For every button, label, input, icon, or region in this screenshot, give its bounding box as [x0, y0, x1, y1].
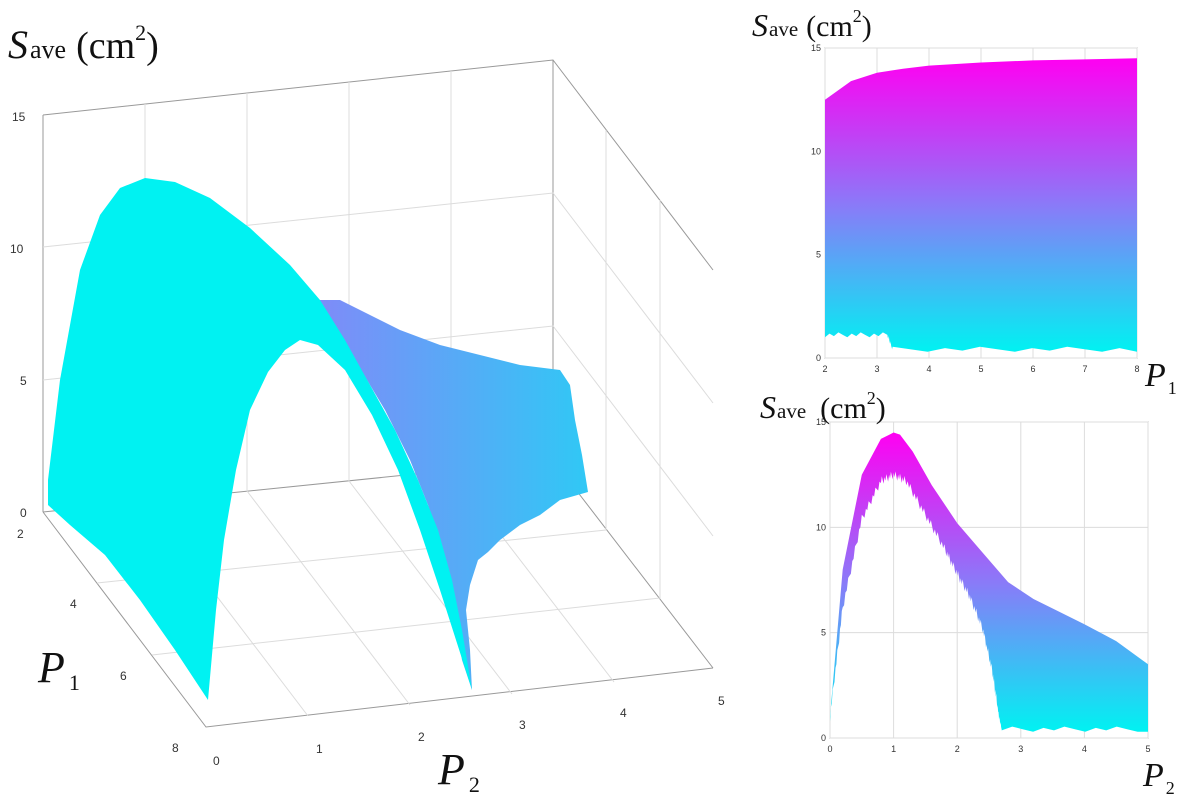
- x-tick: 4: [70, 597, 77, 611]
- x-tick: 3: [874, 364, 879, 374]
- y-tick: 0: [821, 733, 826, 743]
- x-tick: 2: [955, 744, 960, 754]
- z-axis-ticks: 15 10 5 0: [10, 110, 27, 520]
- z-tick: 5: [20, 374, 27, 388]
- surface-tail: [318, 300, 588, 690]
- y-tick: 0: [816, 353, 821, 363]
- surface-arch: [48, 178, 472, 700]
- surface-3d-panel: 15 10 5 0 2 4 6 8 0 1 2 3 4 5 Save (cm2) …: [8, 20, 725, 797]
- z-tick: 0: [20, 506, 27, 520]
- side-p1-y-axis-label: Save (cm2): [752, 6, 872, 43]
- side-p2-y-axis-label: Save (cm2): [760, 388, 886, 425]
- area-band: [830, 432, 1148, 732]
- x-tick: 6: [120, 669, 127, 683]
- y-tick: 15: [816, 417, 826, 427]
- y-axis-ticks: 0 5 10 15: [816, 417, 826, 743]
- surface-z-axis-label: Save (cm2): [8, 20, 159, 67]
- y-axis-ticks: 0 1 2 3 4 5: [213, 694, 725, 768]
- x-tick: 7: [1082, 364, 1087, 374]
- x-tick: 6: [1030, 364, 1035, 374]
- y-tick: 15: [811, 43, 821, 53]
- x-tick: 1: [891, 744, 896, 754]
- y-tick: 1: [316, 742, 323, 756]
- x-tick: 5: [978, 364, 983, 374]
- y-tick: 5: [821, 628, 826, 638]
- z-tick: 15: [12, 110, 26, 124]
- x-axis-ticks: 0 1 2 3 4 5: [827, 744, 1150, 754]
- y-tick: 5: [718, 694, 725, 708]
- x-tick: 0: [827, 744, 832, 754]
- x-axis-ticks: 2 4 6 8: [17, 527, 179, 755]
- y-tick: 0: [213, 754, 220, 768]
- y-tick: 10: [816, 522, 826, 532]
- x-tick: 8: [172, 741, 179, 755]
- plot-grid: [829, 421, 1149, 739]
- y-axis-ticks: 0 5 10 15: [811, 43, 821, 363]
- y-tick: 4: [620, 706, 627, 720]
- y-tick: 10: [811, 146, 821, 156]
- y-tick: 2: [418, 730, 425, 744]
- x-tick: 8: [1134, 364, 1139, 374]
- x-tick: 3: [1018, 744, 1023, 754]
- x-tick: 5: [1145, 744, 1150, 754]
- y-tick: 5: [816, 250, 821, 260]
- area-band: [825, 58, 1137, 352]
- x-tick: 4: [926, 364, 931, 374]
- surface-3d: [48, 178, 588, 700]
- x-tick: 4: [1082, 744, 1087, 754]
- z-tick: 10: [10, 242, 24, 256]
- x-tick: 2: [17, 527, 24, 541]
- x-tick: 2: [822, 364, 827, 374]
- y-tick: 3: [519, 718, 526, 732]
- x-axis-ticks: 2 3 4 5 6 7 8: [822, 364, 1139, 374]
